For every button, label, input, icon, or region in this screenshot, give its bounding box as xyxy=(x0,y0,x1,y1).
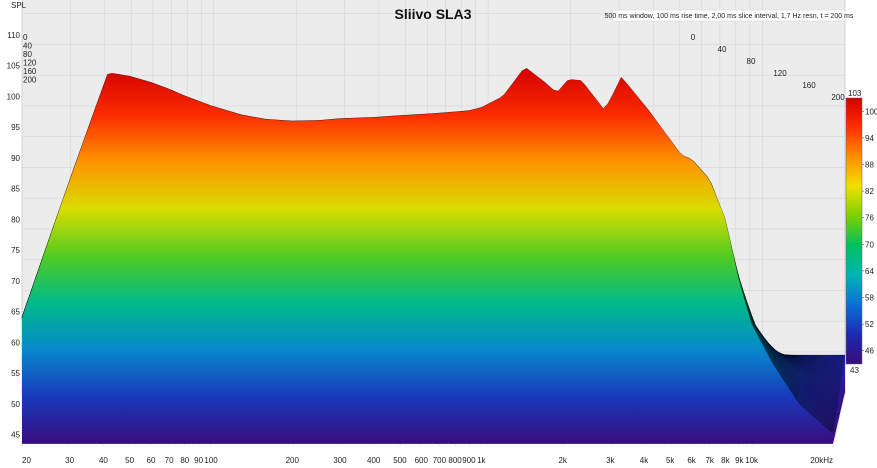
colorbar-max-label: 103 xyxy=(848,89,862,98)
y-tick-label: 105 xyxy=(7,62,21,71)
time-tick-label: 160 xyxy=(802,81,816,90)
y-tick-label: 110 xyxy=(7,31,20,40)
colorbar-tick-label: 58 xyxy=(865,294,874,303)
colorbar-tick-label: 52 xyxy=(865,320,874,329)
x-tick-label: 4k xyxy=(640,456,649,465)
y-tick-label: 90 xyxy=(11,154,20,163)
y-tick-label: 45 xyxy=(11,431,20,440)
y-tick-label: 100 xyxy=(7,92,21,101)
x-tick-label: 20kHz xyxy=(810,456,833,465)
time-tick-label: 80 xyxy=(747,57,756,66)
x-tick-label: 50 xyxy=(125,456,134,465)
x-tick-label: 300 xyxy=(333,456,347,465)
x-tick-label: 5k xyxy=(666,456,675,465)
x-tick-label: 90 xyxy=(194,456,203,465)
x-tick-label: 40 xyxy=(99,456,108,465)
x-tick-label: 800 xyxy=(448,456,462,465)
time-tick-label: 0 xyxy=(691,33,696,42)
time-tick-label-left: 200 xyxy=(23,76,37,85)
x-tick-label: 8k xyxy=(721,456,730,465)
x-tick-label: 900 xyxy=(462,456,476,465)
time-tick-label: 200 xyxy=(831,93,845,102)
y-tick-label: 50 xyxy=(11,400,20,409)
y-tick-label: 80 xyxy=(11,215,20,224)
time-tick-label-left: 80 xyxy=(23,50,32,59)
grid-line-floor xyxy=(832,394,846,448)
x-tick-label: 600 xyxy=(415,456,429,465)
colorbar-tick-label: 46 xyxy=(865,347,874,356)
chart-title: Sliivo SLA3 xyxy=(394,6,471,22)
x-tick-label: 3k xyxy=(606,456,615,465)
y-tick-label: 85 xyxy=(11,185,20,194)
time-tick-label-left: 160 xyxy=(23,67,37,76)
colorbar-tick-label: 82 xyxy=(865,187,874,196)
colorbar-min-label: 43 xyxy=(850,366,859,375)
time-tick-label-left: 40 xyxy=(23,42,32,51)
colorbar-gradient xyxy=(845,97,863,365)
colorbar-tick-label: 76 xyxy=(865,214,874,223)
colorbar-tick-label: 70 xyxy=(865,240,874,249)
y-tick-label: 65 xyxy=(11,308,20,317)
x-tick-label: 6k xyxy=(687,456,696,465)
time-tick-label-left: 120 xyxy=(23,59,37,68)
x-tick-label: 30 xyxy=(65,456,74,465)
x-tick-label: 20 xyxy=(22,456,31,465)
x-tick-label: 100 xyxy=(204,456,218,465)
time-tick-label-left: 0 xyxy=(23,33,28,42)
x-tick-label: 70 xyxy=(165,456,174,465)
x-tick-label: 400 xyxy=(367,456,381,465)
x-tick-label: 10k xyxy=(745,456,759,465)
x-tick-label: 200 xyxy=(286,456,300,465)
x-tick-label: 700 xyxy=(433,456,447,465)
colorbar-tick-label: 88 xyxy=(865,161,874,170)
y-tick-label: 60 xyxy=(11,338,20,347)
y-tick-label: 75 xyxy=(11,246,20,255)
x-tick-label: 80 xyxy=(180,456,189,465)
info-text: 500 ms window, 100 ms rise time, 2,00 ms… xyxy=(605,13,854,20)
y-axis-label: SPL xyxy=(11,1,27,10)
time-tick-label: 120 xyxy=(773,69,787,78)
time-tick-label: 40 xyxy=(718,45,727,54)
x-tick-label: 60 xyxy=(147,456,156,465)
colorbar-tick-label: 64 xyxy=(865,267,874,276)
waterfall-slice-line xyxy=(21,67,834,434)
y-tick-label: 55 xyxy=(11,369,20,378)
waterfall-slice-fill xyxy=(22,68,833,444)
x-tick-label: 2k xyxy=(558,456,567,465)
x-tick-label: 500 xyxy=(393,456,407,465)
x-tick-label: 1k xyxy=(477,456,486,465)
colorbar-tick-label: 100 xyxy=(865,107,877,116)
colorbar-tick-label: 94 xyxy=(865,134,874,143)
info-box xyxy=(612,9,846,22)
x-tick-label: 9k xyxy=(735,456,744,465)
y-tick-label: 70 xyxy=(11,277,20,286)
axes: 20 30 40 50 60 70 80 90 100 200 300 400 500 600 700 800… xyxy=(7,31,846,465)
x-tick-label: 7k xyxy=(705,456,714,465)
y-tick-label: 95 xyxy=(11,123,20,132)
waterfall-slices xyxy=(21,67,845,444)
